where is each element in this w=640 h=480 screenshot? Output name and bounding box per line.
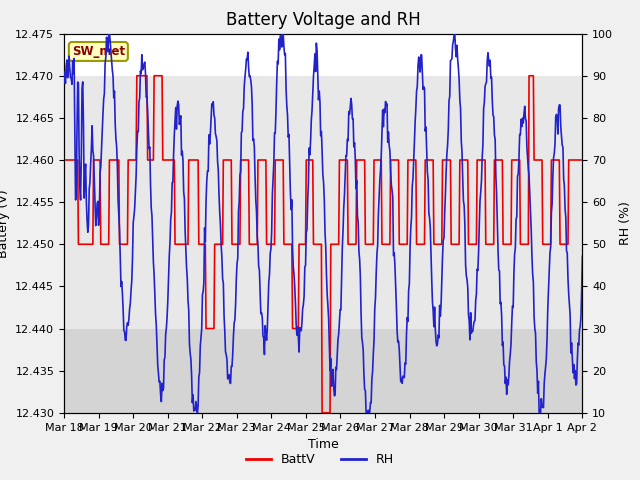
Bar	[64, 328, 582, 413]
Text: SW_met: SW_met	[72, 45, 125, 58]
Legend: BattV, RH: BattV, RH	[241, 448, 399, 471]
Y-axis label: RH (%): RH (%)	[619, 201, 632, 245]
Bar	[64, 34, 582, 76]
Title: Battery Voltage and RH: Battery Voltage and RH	[226, 11, 420, 29]
Bar	[64, 76, 582, 328]
X-axis label: Time: Time	[308, 438, 339, 451]
Y-axis label: Battery (V): Battery (V)	[0, 189, 10, 257]
